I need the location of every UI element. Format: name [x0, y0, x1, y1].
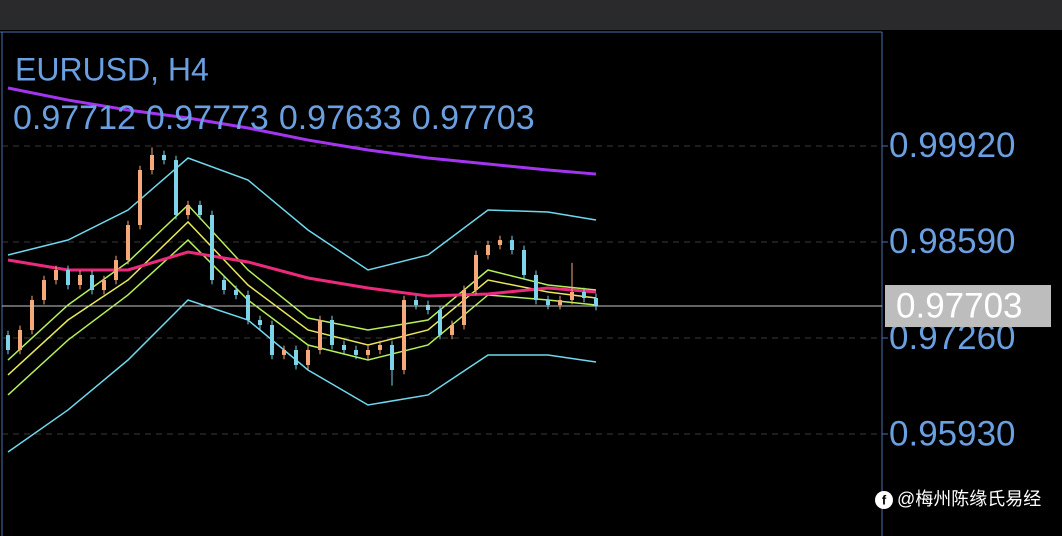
y-tick-label: 0.95930: [889, 414, 1016, 453]
candle-body: [198, 205, 202, 215]
candle-body: [90, 274, 94, 290]
candle-body: [114, 260, 118, 281]
candle-body: [42, 280, 46, 301]
candle-body: [558, 300, 562, 306]
candle-body: [582, 292, 586, 299]
candle-body: [534, 274, 538, 301]
candle-body: [246, 294, 250, 321]
ohlc-value: 0.97773: [146, 99, 269, 137]
candle-body: [162, 155, 166, 161]
candle-body: [210, 214, 214, 281]
candle-body: [438, 309, 442, 335]
indicator-line: [7, 220, 597, 376]
watermark-icon: [875, 491, 893, 509]
candle-body: [594, 298, 598, 307]
candle-body: [18, 329, 22, 350]
candle-body: [486, 245, 490, 255]
candle-body: [222, 280, 226, 290]
candle-body: [66, 269, 70, 286]
candle-body: [402, 300, 406, 370]
indicator-line: [7, 86, 597, 176]
candle-body: [294, 349, 298, 365]
ohlc-value: 0.97703: [412, 99, 535, 137]
candle-body: [426, 305, 430, 310]
candle-body: [462, 289, 466, 326]
candle-body: [78, 274, 82, 286]
candle-body: [234, 289, 238, 295]
candle-body: [318, 320, 322, 350]
watermark: f @梅州陈缘氏易经: [875, 489, 1041, 509]
indicator-line: [7, 250, 597, 298]
y-tick-label: 0.99920: [889, 126, 1016, 165]
last-price-label: 0.97703: [896, 286, 1023, 325]
candle-body: [570, 292, 574, 301]
candle-body: [414, 300, 418, 306]
candle-body: [54, 269, 58, 281]
candle-body: [354, 349, 358, 355]
candle-body: [474, 254, 478, 290]
indicator-line: [7, 299, 597, 453]
candle-body: [270, 325, 274, 355]
candle-body: [174, 160, 178, 215]
candle-body: [342, 344, 346, 350]
candle-body: [150, 155, 154, 171]
plot: [2, 86, 882, 453]
ohlc-value: 0.97712: [13, 99, 136, 137]
ohlc-value: 0.97633: [279, 99, 402, 137]
candle-body: [522, 250, 526, 275]
candle-body: [366, 349, 370, 355]
top-bar: [0, 0, 1062, 30]
candle-body: [186, 205, 190, 215]
candle-body: [378, 344, 382, 350]
ohlc-readout: 0.97712 0.97773 0.97633 0.97703: [13, 99, 535, 137]
indicator-line: [7, 239, 597, 396]
indicator-line: [7, 203, 597, 361]
candle-body: [450, 325, 454, 335]
y-tick-label: 0.98590: [889, 222, 1016, 261]
candle-body: [126, 225, 130, 261]
candle-body: [138, 170, 142, 226]
candle-body: [258, 320, 262, 326]
indicator-line: [7, 157, 597, 271]
candle-body: [102, 280, 106, 290]
watermark-text: @梅州陈缘氏易经: [897, 489, 1041, 509]
candle-body: [6, 335, 10, 350]
candle-body: [330, 320, 334, 345]
candle-body: [306, 349, 310, 365]
candle-body: [510, 240, 514, 251]
candle-body: [30, 300, 34, 330]
candle-body: [390, 344, 394, 370]
last-price-box: [885, 285, 1051, 328]
watermark-icon-glyph: f: [882, 492, 887, 507]
candle-body: [498, 240, 502, 246]
candle-body: [546, 300, 550, 306]
candle-body: [282, 349, 286, 355]
chart-title: EURUSD, H4: [15, 51, 209, 87]
